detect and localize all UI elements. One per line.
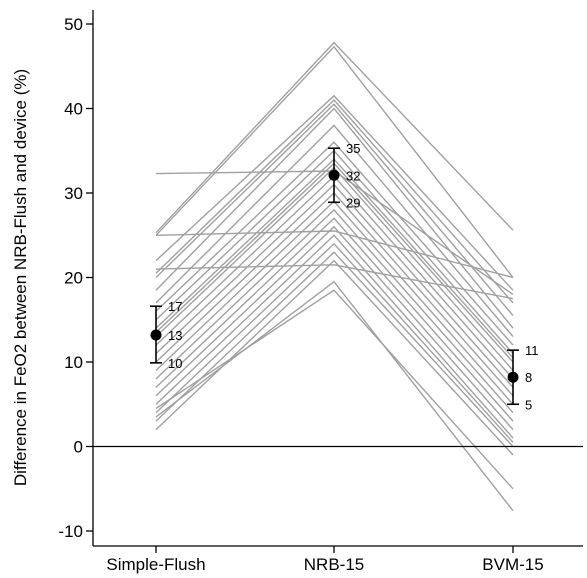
- subject-line-8: [155, 124, 514, 338]
- subject-line-5: [155, 98, 514, 304]
- y-axis: 50 40 30 20 10 0 -10: [58, 10, 94, 546]
- upper-ci-label: 35: [346, 141, 360, 156]
- x-axis: Simple-Flush NRB-15 BVM-15: [93, 545, 583, 574]
- subject-line-26: [155, 264, 514, 300]
- upper-ci-label: 17: [168, 299, 182, 314]
- y-tick-label: 50: [64, 15, 83, 34]
- subject-line-24: [155, 259, 514, 456]
- subject-line-7: [155, 107, 514, 329]
- subject-line-9: [155, 141, 514, 346]
- subject-line-21: [155, 234, 514, 439]
- subject-line-6: [155, 103, 514, 316]
- subject-line-19: [155, 217, 514, 422]
- mean-label: 13: [168, 328, 182, 343]
- mean-marker: [328, 169, 340, 181]
- subject-line-20: [155, 225, 514, 431]
- y-tick-label: 40: [64, 100, 83, 119]
- mean-label: 8: [525, 370, 532, 385]
- subject-line-2: [155, 41, 514, 234]
- summary-markers: 17 13 10 35 32 29 11 8 5: [150, 141, 539, 412]
- lower-ci-label: 5: [525, 397, 532, 412]
- mean-marker: [507, 371, 519, 383]
- x-tick-label: BVM-15: [482, 555, 543, 574]
- subject-line-18: [155, 208, 514, 414]
- upper-ci-label: 11: [525, 343, 539, 358]
- y-axis-title: Difference in FeO2 between NRB-Flush and…: [11, 69, 30, 486]
- y-tick-label: -10: [58, 522, 83, 541]
- subject-line-23: [155, 251, 514, 447]
- subject-line-25: [155, 230, 514, 279]
- subject-line-3: [155, 45, 514, 278]
- x-tick-label: Simple-Flush: [106, 555, 205, 574]
- x-tick-label: NRB-15: [304, 555, 364, 574]
- mean-marker: [150, 329, 162, 341]
- subject-lines: [155, 41, 514, 512]
- subject-line-22: [155, 242, 514, 443]
- y-tick-label: 20: [64, 269, 83, 288]
- y-tick-label: 0: [74, 438, 83, 457]
- y-tick-label: 30: [64, 184, 83, 203]
- lower-ci-label: 10: [168, 356, 182, 371]
- mean-label: 32: [346, 168, 360, 183]
- y-tick-label: 10: [64, 353, 83, 372]
- subject-line-4: [155, 94, 514, 291]
- lower-ci-label: 29: [346, 195, 360, 210]
- subject-line-27: [155, 289, 514, 490]
- subject-line-28: [155, 280, 514, 512]
